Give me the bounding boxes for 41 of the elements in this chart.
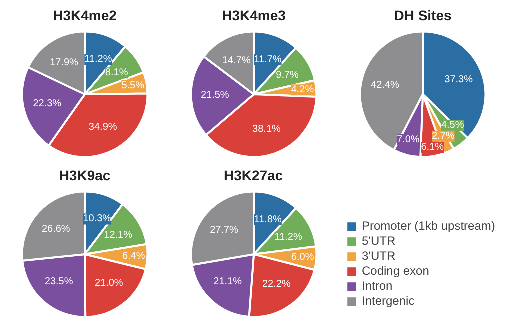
data-label: 14.7% (222, 56, 251, 67)
data-label: 37.3% (444, 74, 474, 86)
legend-label: 5'UTR (362, 234, 396, 248)
data-label: 6.1% (421, 142, 444, 153)
data-label: 10.3% (83, 214, 112, 225)
data-label: 4.2% (291, 84, 314, 96)
data-label: 11.8% (254, 214, 282, 226)
data-label: 4.5% (441, 120, 464, 132)
data-label: 27.7% (210, 225, 239, 236)
legend-label: 3'UTR (362, 249, 396, 263)
data-label: 11.2% (274, 232, 302, 243)
chart-title: H3K27ac (224, 168, 284, 184)
chart-title: H3K4me3 (222, 8, 286, 24)
legend-label: Intron (362, 279, 393, 293)
data-label: 22.2% (262, 279, 291, 290)
legend-label: Coding exon (362, 264, 430, 278)
data-label: 38.1% (252, 124, 282, 136)
data-label: 17.9% (50, 58, 79, 69)
data-label: 8.1% (105, 68, 128, 79)
data-label: 23.5% (44, 276, 74, 288)
legend-label: Promoter (1kb upstream) (362, 219, 496, 233)
data-label: 9.7% (276, 70, 300, 82)
data-label: 34.9% (88, 122, 118, 133)
chart-title: DH Sites (394, 8, 452, 24)
data-label: 6.0% (291, 252, 314, 263)
data-label: 42.4% (371, 80, 400, 92)
data-label: 26.6% (42, 224, 70, 236)
data-label: 22.3% (33, 98, 62, 110)
chart-title: H3K9ac (59, 168, 111, 184)
chart-title: H3K4me2 (53, 8, 118, 24)
data-label: 11.7% (254, 54, 282, 66)
data-label: 21.1% (214, 276, 242, 288)
data-label: 21.5% (200, 90, 230, 102)
data-label: 7.0% (397, 134, 420, 146)
data-label: 6.4% (122, 250, 146, 262)
data-label: 21.0% (94, 278, 124, 290)
data-label: 5.5% (122, 80, 145, 92)
data-label: 11.2% (84, 54, 112, 66)
data-label: 2.7% (432, 130, 455, 142)
legend-label: Intergenic (362, 294, 415, 308)
data-label: 12.1% (104, 230, 133, 241)
